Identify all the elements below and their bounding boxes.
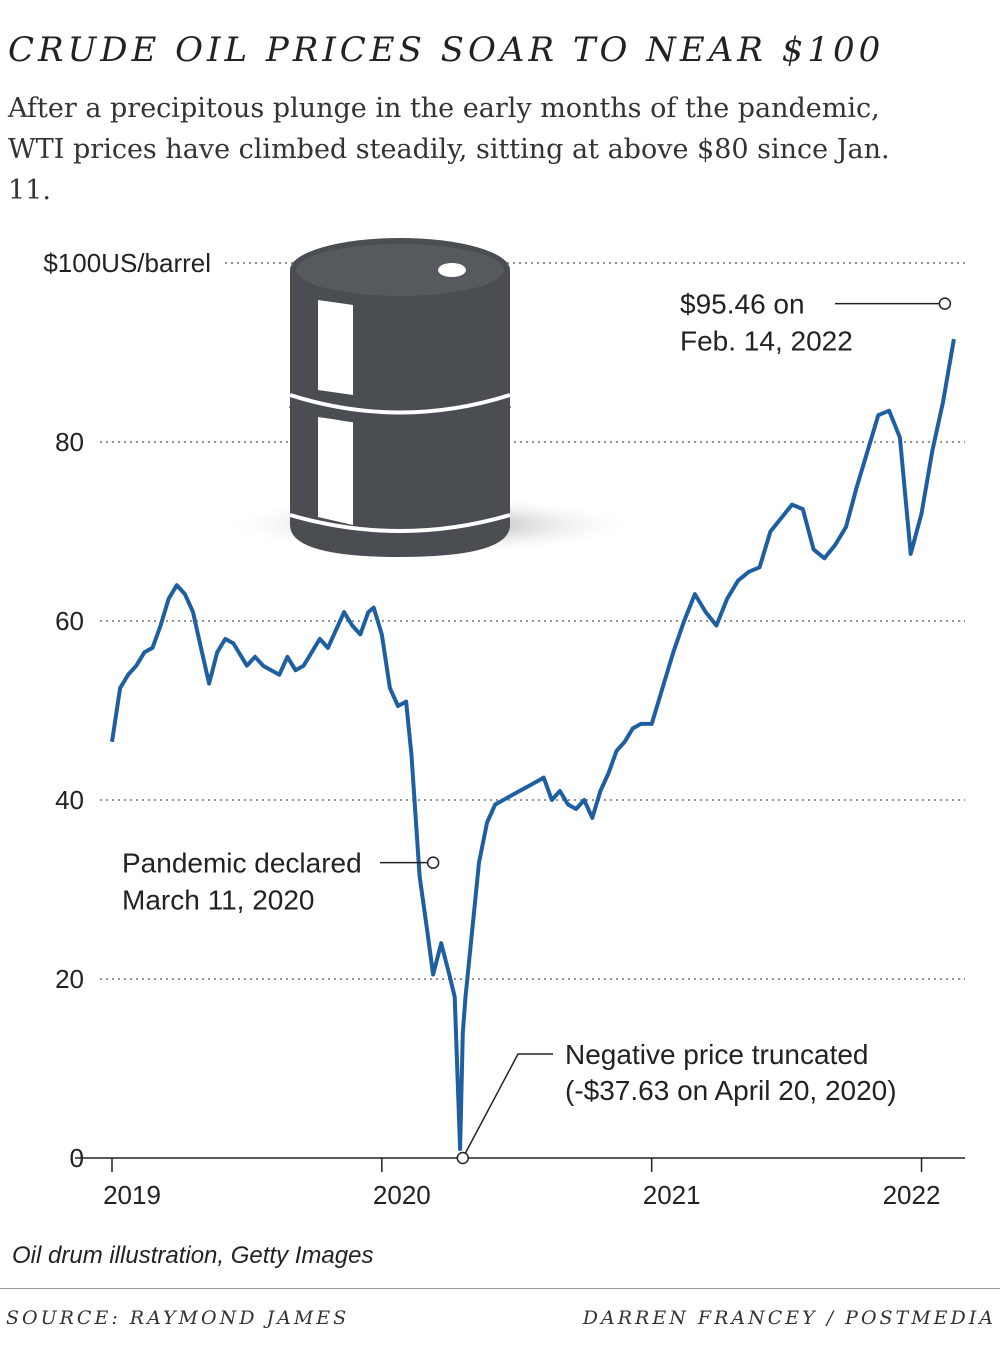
oil-drum-illustration xyxy=(220,238,640,557)
y-tick-label: 60 xyxy=(55,606,84,636)
footer-divider xyxy=(0,1288,1000,1289)
annotation-leader xyxy=(462,1053,553,1159)
chart-subtitle: After a precipitous plunge in the early … xyxy=(8,93,890,206)
y-tick-label: 20 xyxy=(55,964,84,994)
annotation-marker-negative xyxy=(456,1151,470,1165)
chart-title: CRUDE OIL PRICES SOAR TO NEAR $100 xyxy=(8,30,885,70)
annotation-negative-line2: (-$37.63 on April 20, 2020) xyxy=(565,1075,897,1106)
x-tick-label: 2022 xyxy=(883,1180,941,1210)
y-tick-label: 80 xyxy=(55,427,84,457)
x-tick-label: 2021 xyxy=(643,1180,701,1210)
byline: DARREN FRANCEY / POSTMEDIA xyxy=(582,1307,996,1329)
y-tick-label: 40 xyxy=(55,785,84,815)
annotation-marker-pandemic xyxy=(426,856,440,869)
annotation-negative-line1: Negative price truncated xyxy=(565,1039,869,1070)
x-axis-labels: 2019 2020 2021 2022 xyxy=(103,1158,940,1210)
annotations: $95.46 on Feb. 14, 2022 Pandemic declared M… xyxy=(122,289,952,1165)
illustration-credit: Oil drum illustration, Getty Images xyxy=(12,1242,374,1269)
annotation-pandemic-line1: Pandemic declared xyxy=(122,848,362,879)
annotation-peak-line1: $95.46 on xyxy=(680,289,805,320)
x-tick-label: 2019 xyxy=(103,1180,161,1210)
annotation-pandemic-line2: March 11, 2020 xyxy=(122,885,315,916)
source-label: SOURCE: RAYMOND JAMES xyxy=(6,1307,350,1329)
annotation-peak-line2: Feb. 14, 2022 xyxy=(680,326,853,357)
gridlines xyxy=(75,262,965,1159)
y-tick-label: 0 xyxy=(70,1143,84,1173)
x-tick-label: 2020 xyxy=(373,1180,431,1210)
y-tick-label: $100US/barrel xyxy=(43,248,211,278)
series-line-wti xyxy=(110,338,956,1151)
y-axis-labels: $100US/barrel 80 60 40 20 0 xyxy=(43,248,211,1173)
annotation-marker-peak xyxy=(938,297,952,310)
